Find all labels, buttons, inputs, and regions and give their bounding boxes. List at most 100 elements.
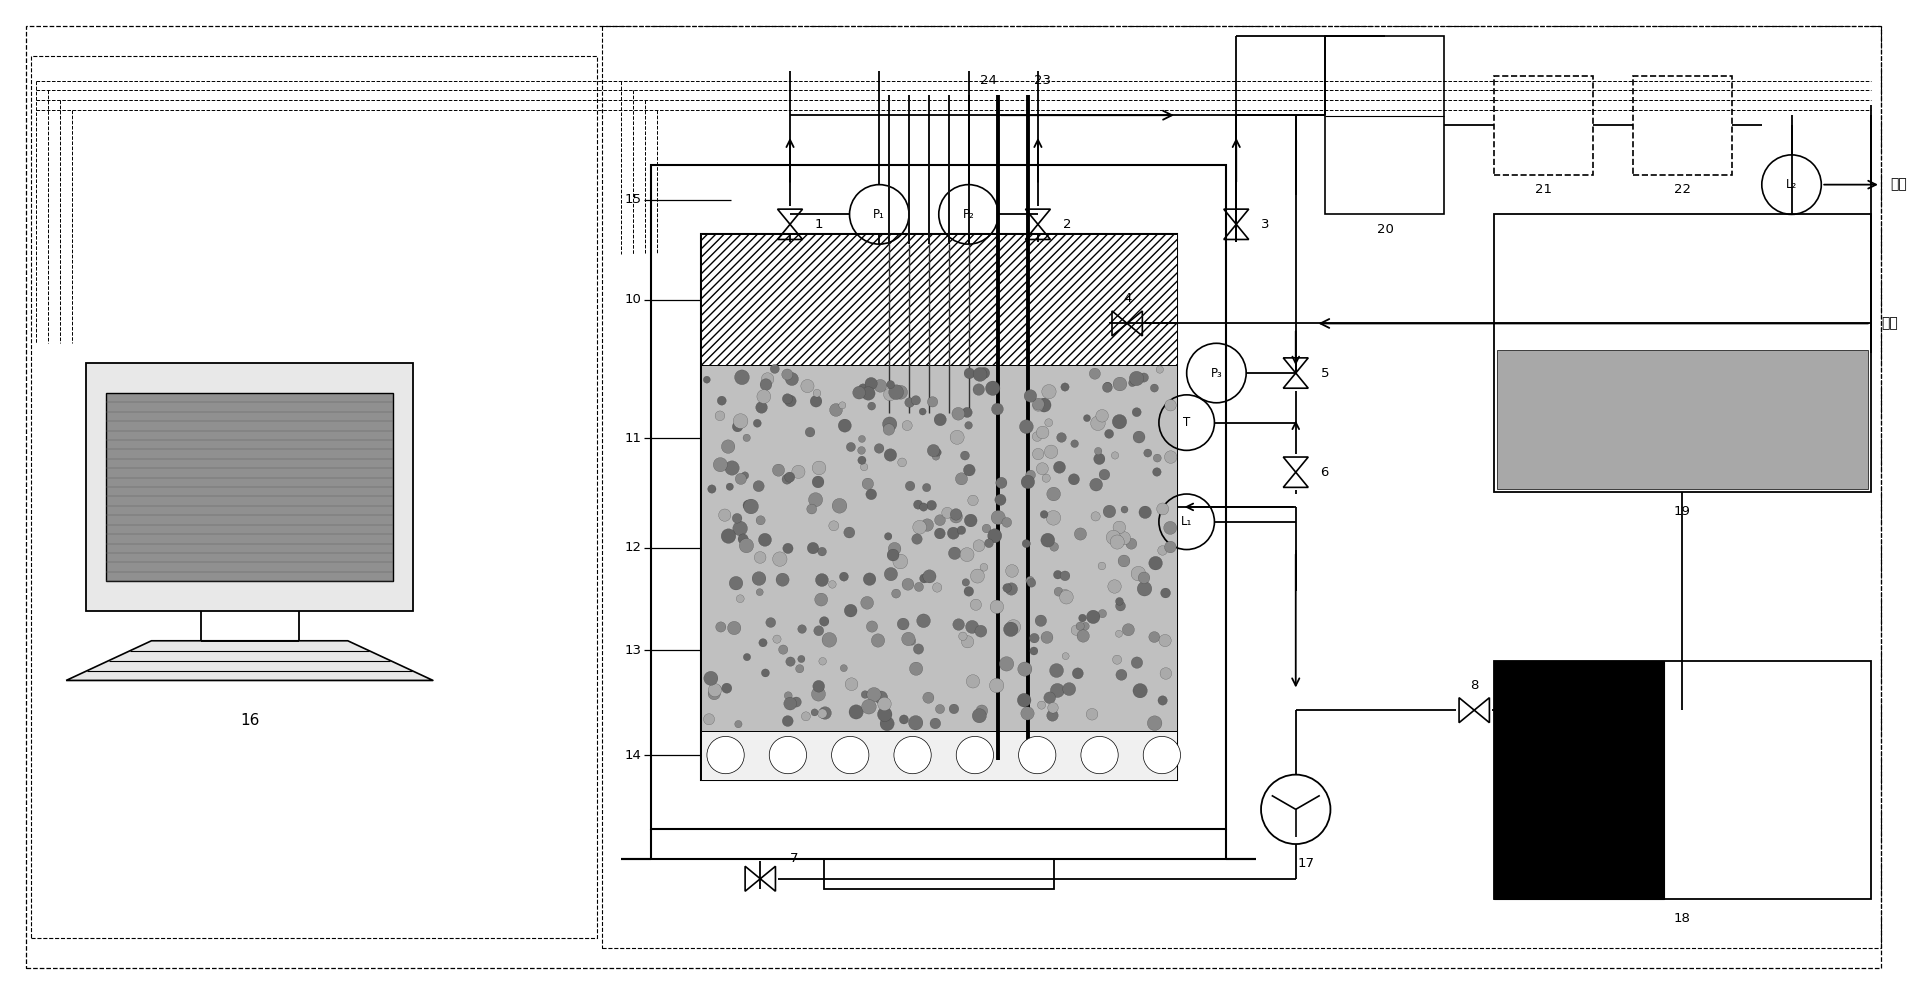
Circle shape [786,372,799,386]
Circle shape [883,448,897,461]
Circle shape [717,396,727,405]
Circle shape [1046,511,1061,525]
Circle shape [742,472,750,479]
Circle shape [902,421,912,431]
Circle shape [1032,432,1042,441]
Circle shape [962,636,973,648]
Circle shape [813,681,824,692]
Circle shape [715,622,727,632]
Bar [1493,75,1593,175]
Text: 8: 8 [1470,679,1478,691]
Circle shape [1025,390,1036,402]
Circle shape [786,657,795,667]
Circle shape [744,654,751,661]
Circle shape [1046,709,1057,721]
Circle shape [885,533,891,540]
Circle shape [929,718,941,729]
Circle shape [933,583,943,592]
Circle shape [1099,469,1109,480]
Circle shape [744,434,750,441]
Text: L₂: L₂ [1786,179,1797,191]
Circle shape [899,458,906,467]
Circle shape [860,463,868,471]
Circle shape [983,524,990,533]
Circle shape [759,639,767,647]
Circle shape [1164,522,1176,535]
Circle shape [792,697,801,707]
Circle shape [889,543,901,556]
Circle shape [1027,578,1036,587]
Circle shape [1048,702,1057,713]
Circle shape [1128,379,1136,387]
Circle shape [912,521,927,534]
Circle shape [1092,512,1099,521]
Circle shape [1004,622,1017,637]
Text: 12: 12 [625,542,641,555]
Circle shape [1027,576,1034,584]
Circle shape [948,704,958,713]
Circle shape [1032,448,1044,459]
Circle shape [914,644,923,654]
Circle shape [815,626,824,636]
Circle shape [958,526,966,535]
Circle shape [950,431,964,444]
Circle shape [792,465,805,478]
Circle shape [797,625,807,633]
Circle shape [880,716,895,731]
Circle shape [960,451,969,460]
Circle shape [704,376,711,383]
Circle shape [979,367,990,379]
Circle shape [757,588,763,595]
Circle shape [866,687,881,701]
Circle shape [1050,543,1059,552]
Circle shape [1111,451,1119,459]
Circle shape [914,500,923,509]
Circle shape [704,672,717,685]
Circle shape [1040,511,1048,518]
Circle shape [807,543,818,554]
Text: P₃: P₃ [1210,366,1222,380]
Circle shape [1057,433,1067,442]
Circle shape [946,527,960,540]
Circle shape [1054,570,1061,579]
Circle shape [1042,474,1050,482]
Circle shape [866,489,876,500]
Text: 5: 5 [1321,366,1329,380]
Circle shape [725,461,740,475]
Circle shape [1157,366,1164,373]
Circle shape [860,690,868,698]
Circle shape [1157,503,1168,515]
Circle shape [1149,557,1162,570]
Bar [31,56,597,938]
Circle shape [1029,633,1038,643]
Circle shape [1071,625,1082,636]
Circle shape [1076,630,1090,642]
Circle shape [1140,373,1149,382]
Circle shape [981,563,989,571]
Text: 22: 22 [1675,184,1690,196]
Circle shape [950,509,962,520]
Circle shape [1113,521,1126,534]
Circle shape [721,683,732,693]
Circle shape [1090,478,1103,491]
Circle shape [734,720,742,728]
Circle shape [920,503,927,511]
Circle shape [1061,589,1069,597]
Circle shape [975,625,987,637]
Circle shape [958,632,967,641]
Circle shape [1120,506,1128,513]
Circle shape [887,381,895,389]
Circle shape [1151,384,1159,392]
Circle shape [736,595,744,602]
Circle shape [1107,579,1120,593]
Circle shape [732,422,742,432]
Circle shape [964,464,975,476]
Circle shape [868,402,876,410]
Text: 16: 16 [239,712,260,727]
Bar [1633,75,1732,175]
Circle shape [1044,691,1055,703]
Circle shape [1164,400,1176,411]
Circle shape [772,464,784,476]
Circle shape [809,493,822,507]
Circle shape [769,736,807,774]
